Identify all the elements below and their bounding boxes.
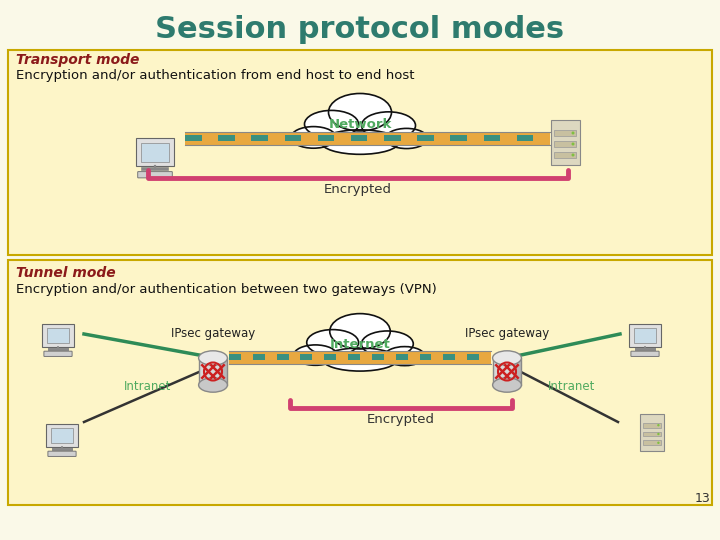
Ellipse shape [199, 378, 228, 392]
FancyBboxPatch shape [48, 451, 76, 456]
Bar [351, 135, 367, 141]
Bar [396, 354, 408, 360]
Ellipse shape [492, 351, 521, 365]
Ellipse shape [384, 347, 425, 366]
Bar [219, 358, 228, 385]
Bar [467, 354, 479, 360]
Bar [418, 135, 434, 141]
Bar [185, 132, 550, 145]
Bar [253, 354, 265, 360]
Circle shape [657, 433, 660, 435]
Ellipse shape [199, 351, 228, 365]
Bar [199, 358, 228, 385]
Ellipse shape [385, 129, 428, 148]
Bar [492, 358, 521, 385]
Bar [300, 354, 312, 360]
Bar [251, 135, 268, 141]
Bar [513, 358, 521, 385]
Ellipse shape [321, 130, 399, 154]
Bar [384, 135, 401, 141]
Text: Internet: Internet [330, 338, 390, 350]
Bar [348, 354, 360, 360]
Bar [634, 328, 656, 343]
Circle shape [572, 132, 575, 134]
Ellipse shape [361, 331, 413, 357]
Bar [554, 152, 576, 158]
FancyBboxPatch shape [551, 119, 580, 165]
Bar [51, 428, 73, 443]
Text: Intranet: Intranet [125, 381, 171, 394]
Bar [444, 354, 455, 360]
Text: Session protocol modes: Session protocol modes [156, 16, 564, 44]
FancyBboxPatch shape [44, 351, 72, 356]
Ellipse shape [328, 93, 392, 131]
Text: 13: 13 [694, 491, 710, 504]
Bar [284, 135, 301, 141]
Bar [420, 354, 431, 360]
Ellipse shape [330, 314, 390, 349]
Ellipse shape [361, 112, 415, 139]
Bar [324, 354, 336, 360]
Bar [643, 441, 661, 445]
Circle shape [572, 153, 575, 157]
Text: Intranet: Intranet [549, 381, 595, 394]
FancyBboxPatch shape [135, 138, 174, 166]
Text: Encrypted: Encrypted [367, 414, 435, 427]
Bar [229, 350, 491, 363]
Ellipse shape [323, 348, 397, 371]
Bar [185, 135, 202, 141]
FancyBboxPatch shape [640, 414, 664, 450]
Bar [218, 135, 235, 141]
FancyBboxPatch shape [8, 50, 712, 255]
Bar [451, 135, 467, 141]
Bar [643, 431, 661, 436]
FancyBboxPatch shape [631, 351, 659, 356]
Bar [276, 354, 289, 360]
FancyBboxPatch shape [42, 324, 73, 347]
Ellipse shape [305, 110, 359, 138]
Text: Encrypted: Encrypted [324, 184, 392, 197]
Circle shape [572, 143, 575, 145]
Circle shape [657, 442, 660, 444]
Bar [517, 135, 534, 141]
Bar [484, 135, 500, 141]
Text: IPsec gateway: IPsec gateway [465, 327, 549, 340]
Bar [554, 141, 576, 147]
FancyBboxPatch shape [8, 260, 712, 505]
Text: Transport mode: Transport mode [16, 53, 140, 67]
Text: Encryption and/or authentication from end host to end host: Encryption and/or authentication from en… [16, 70, 415, 83]
Ellipse shape [294, 345, 337, 365]
Ellipse shape [492, 378, 521, 392]
Ellipse shape [291, 126, 336, 148]
Bar [141, 143, 168, 161]
Text: IPsec gateway: IPsec gateway [171, 327, 255, 340]
Bar [643, 423, 661, 428]
Text: Encryption and/or authentication between two gateways (VPN): Encryption and/or authentication between… [16, 282, 437, 295]
Ellipse shape [307, 329, 359, 355]
Bar [229, 354, 241, 360]
FancyBboxPatch shape [138, 172, 172, 178]
FancyBboxPatch shape [46, 424, 78, 447]
Bar [372, 354, 384, 360]
Bar [47, 328, 69, 343]
Bar [318, 135, 334, 141]
Text: Network: Network [328, 118, 392, 131]
Circle shape [657, 424, 660, 427]
FancyBboxPatch shape [629, 324, 661, 347]
Bar [554, 130, 576, 136]
Text: Tunnel mode: Tunnel mode [16, 266, 116, 280]
